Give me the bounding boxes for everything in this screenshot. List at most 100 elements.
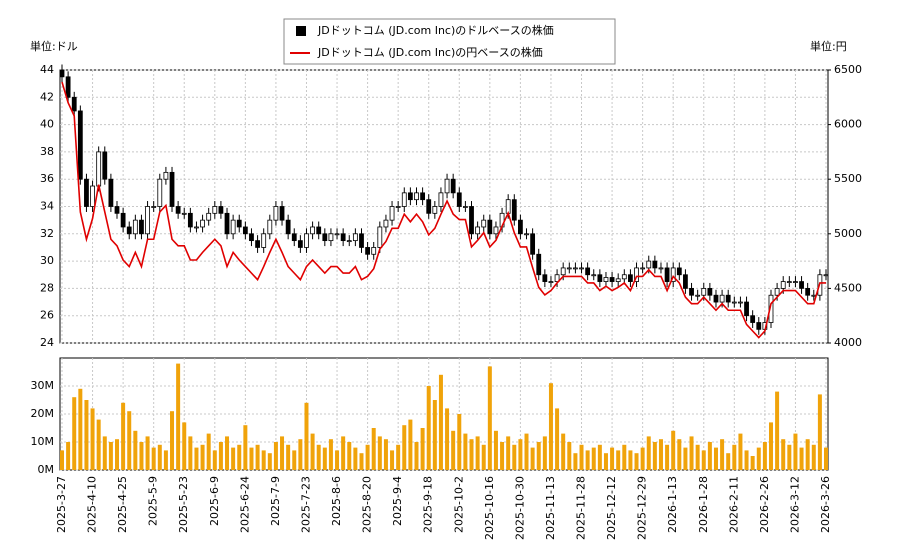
volume-bar <box>365 444 370 470</box>
volume-bar <box>713 447 718 470</box>
volume-bar <box>316 444 321 470</box>
x-tick-label: 2025-9-4 <box>391 476 404 526</box>
candle-body <box>310 226 315 235</box>
candle-body <box>542 274 548 282</box>
volume-bar <box>646 436 651 470</box>
volume-bar <box>206 433 211 470</box>
candle-body <box>450 178 456 194</box>
volume-bar <box>726 453 731 470</box>
candle-body <box>169 171 175 207</box>
candle-body <box>126 226 132 235</box>
candle-body <box>206 212 212 221</box>
volume-bar <box>677 439 682 470</box>
volume-bar <box>359 453 364 470</box>
volume-bar <box>267 453 272 470</box>
volume-bar <box>518 439 523 470</box>
candle-body <box>701 287 707 296</box>
volume-bar <box>781 439 786 470</box>
y2-tick-label: 5000 <box>834 227 862 240</box>
candle-body <box>365 247 371 255</box>
candle-body <box>187 212 193 228</box>
x-tick-label: 2025-12-29 <box>636 476 649 540</box>
volume-bar <box>548 383 553 470</box>
volume-bar <box>493 430 498 470</box>
volume-bar <box>567 442 572 470</box>
candle-body <box>340 233 346 242</box>
candle-body <box>139 219 144 235</box>
volume-bar <box>640 447 645 470</box>
candle-body <box>96 151 102 187</box>
candle-body <box>493 226 499 235</box>
candle-body <box>230 219 236 235</box>
candle-body <box>316 226 322 235</box>
volume-bar <box>390 450 395 470</box>
candle-body <box>77 110 83 180</box>
candle-body <box>249 233 254 242</box>
volume-bar <box>102 436 107 470</box>
volume-bar <box>451 430 456 470</box>
candle-body <box>242 226 248 235</box>
candle-body <box>652 260 658 269</box>
volume-bar <box>756 447 761 470</box>
volume-bar <box>738 433 743 470</box>
volume-bar <box>824 447 828 470</box>
volume-bar <box>500 442 505 470</box>
candle-body <box>793 281 798 283</box>
volume-bar <box>383 439 388 470</box>
volume-bar <box>335 450 340 470</box>
volume-bar <box>145 436 150 470</box>
candle-body <box>469 206 474 235</box>
volume-bar <box>286 444 291 470</box>
candle-body <box>145 206 150 235</box>
volume-bar <box>634 453 639 470</box>
y-tick-label: 0M <box>38 463 55 476</box>
candle-body <box>615 278 621 282</box>
candle-body <box>621 274 627 280</box>
candle-body <box>560 267 566 276</box>
candle-body <box>444 178 450 194</box>
candle-body <box>304 233 309 248</box>
volume-bar <box>671 430 676 470</box>
candle-body <box>194 226 199 229</box>
volume-bar <box>396 444 401 470</box>
volume-bar <box>695 444 700 470</box>
y-tick-label: 24 <box>40 336 54 349</box>
volume-bar <box>426 386 431 470</box>
volume-bar <box>115 439 120 470</box>
volume-bar <box>249 447 254 470</box>
volume-bar <box>90 408 95 470</box>
volume-bar <box>469 439 474 470</box>
volume-bar <box>188 436 193 470</box>
y-tick-label: 36 <box>40 172 54 185</box>
volume-bar <box>512 444 517 470</box>
volume-bar <box>658 439 663 470</box>
candle-body <box>634 267 639 282</box>
volume-bar <box>414 442 419 470</box>
volume-bar <box>732 444 737 470</box>
volume-bar <box>280 436 285 470</box>
y2-tick-label: 4000 <box>834 336 862 349</box>
volume-bar <box>72 397 77 470</box>
x-tick-label: 2026-2-26 <box>758 476 771 533</box>
x-tick-label: 2025-7-9 <box>269 476 282 526</box>
y-tick-label: 44 <box>40 63 54 76</box>
volume-bar <box>237 444 242 470</box>
volume-bar <box>811 444 816 470</box>
candle-body <box>456 192 462 207</box>
candle-body <box>579 267 584 270</box>
candle-body <box>65 76 71 98</box>
volume-bar <box>610 447 615 470</box>
volume-bar <box>506 436 511 470</box>
x-tick-label: 2025-7-23 <box>299 476 312 533</box>
volume-bar <box>328 439 333 470</box>
candle-body <box>707 287 713 296</box>
volume-bar <box>60 450 64 470</box>
candle-body <box>487 219 493 235</box>
x-tick-label: 2025-9-18 <box>422 476 435 533</box>
candle-body <box>548 281 554 283</box>
candle-body <box>603 277 609 282</box>
candle-body <box>719 294 725 303</box>
y-tick-label: 10M <box>31 435 55 448</box>
volume-bar <box>133 430 138 470</box>
volume-bar <box>701 450 706 470</box>
